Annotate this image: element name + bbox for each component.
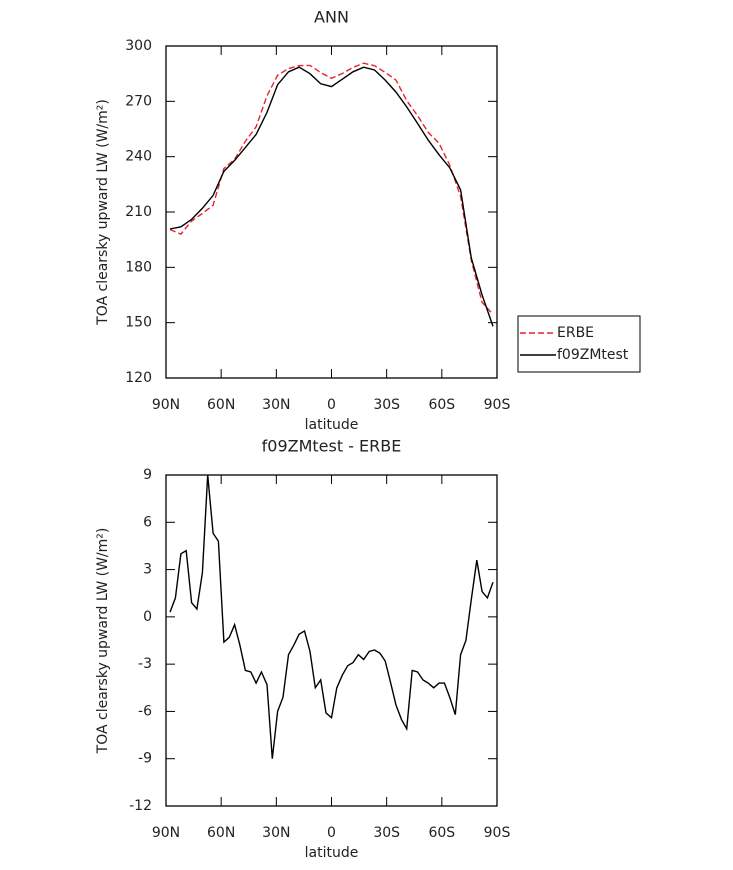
data-line	[169, 474, 494, 759]
x-tick-label: 0	[327, 397, 336, 413]
y-tick-label: 300	[125, 38, 152, 54]
x-tick-label: 30S	[373, 825, 400, 841]
y-tick-label: 9	[143, 467, 152, 483]
plot-frame	[165, 45, 498, 379]
x-tick-label: 90N	[152, 825, 180, 841]
y-tick-label: -6	[138, 703, 152, 719]
x-axis-label: latitude	[305, 845, 359, 861]
data-line	[169, 62, 494, 315]
data-line	[169, 66, 494, 327]
y-tick-label: 120	[125, 370, 152, 386]
y-tick-label: 6	[143, 514, 152, 530]
legend-label: ERBE	[557, 325, 594, 341]
x-tick-label: 30N	[262, 397, 290, 413]
y-tick-label: 3	[143, 562, 152, 578]
chart-title: ANN	[314, 8, 349, 27]
x-tick-label: 90S	[484, 397, 511, 413]
y-tick-label: 0	[143, 609, 152, 625]
x-tick-label: 60N	[207, 825, 235, 841]
plot-frame	[165, 474, 498, 807]
legend-label: f09ZMtest	[557, 347, 629, 363]
chart-title: f09ZMtest - ERBE	[262, 437, 402, 456]
legend-box	[517, 315, 641, 373]
x-axis-label: latitude	[305, 417, 359, 433]
x-tick-label: 90N	[152, 397, 180, 413]
x-tick-label: 60S	[428, 397, 455, 413]
y-tick-label: 150	[125, 315, 152, 331]
y-tick-label: -9	[138, 751, 152, 767]
y-tick-label: -3	[138, 656, 152, 672]
y-tick-label: 270	[125, 93, 152, 109]
y-tick-label: 180	[125, 259, 152, 275]
y-tick-label: -12	[129, 798, 152, 814]
y-tick-label: 240	[125, 149, 152, 165]
x-tick-label: 60N	[207, 397, 235, 413]
x-tick-label: 30N	[262, 825, 290, 841]
x-tick-label: 0	[327, 825, 336, 841]
y-tick-label: 210	[125, 204, 152, 220]
x-tick-label: 90S	[484, 825, 511, 841]
x-tick-label: 30S	[373, 397, 400, 413]
y-axis-label: TOA clearsky upward LW (W/m²)	[95, 528, 111, 755]
x-tick-label: 60S	[428, 825, 455, 841]
y-axis-label: TOA clearsky upward LW (W/m²)	[95, 99, 111, 326]
